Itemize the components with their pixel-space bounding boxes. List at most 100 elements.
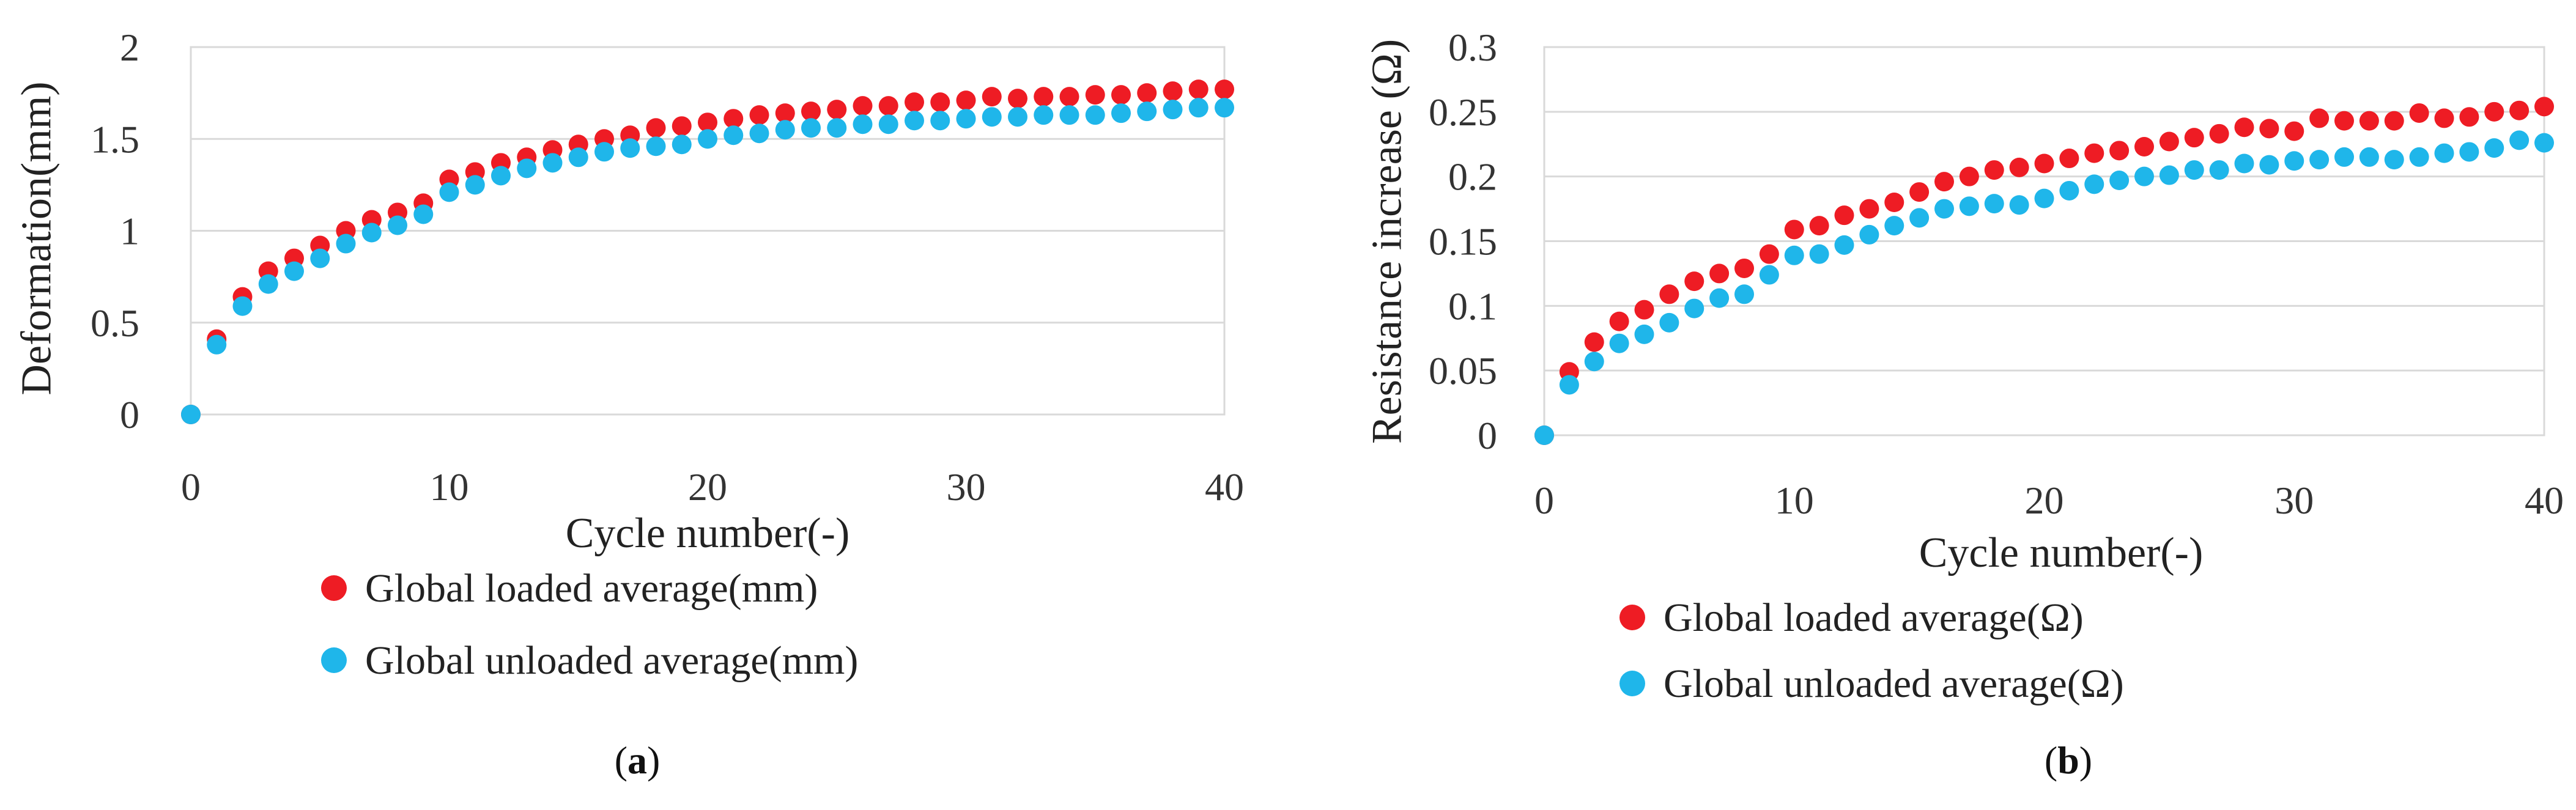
loaded-data-point bbox=[2284, 121, 2304, 141]
loaded-data-point bbox=[2084, 143, 2104, 163]
legend-marker bbox=[1619, 671, 1645, 696]
y-axis-title: Resistance increase (Ω) bbox=[1364, 39, 1411, 444]
loaded-data-point bbox=[1634, 300, 1654, 320]
legend-entry-label: Global unloaded average(mm) bbox=[365, 638, 858, 683]
unloaded-data-point bbox=[568, 147, 588, 168]
unloaded-data-point bbox=[1909, 208, 1930, 228]
unloaded-data-point bbox=[465, 175, 485, 195]
unloaded-data-point bbox=[388, 215, 407, 235]
y-tick-label: 0.15 bbox=[1429, 220, 1497, 263]
loaded-data-point bbox=[2359, 111, 2379, 131]
unloaded-data-point bbox=[878, 114, 898, 134]
x-tick-label: 0 bbox=[1534, 479, 1554, 522]
unloaded-data-point bbox=[775, 120, 795, 140]
unloaded-data-point bbox=[2409, 147, 2429, 167]
loaded-data-point bbox=[775, 103, 795, 123]
loaded-data-point bbox=[2009, 157, 2029, 177]
panel-label: (a) bbox=[615, 738, 661, 782]
unloaded-data-point bbox=[2059, 180, 2079, 201]
unloaded-data-point bbox=[2209, 160, 2229, 180]
unloaded-data-point bbox=[361, 223, 382, 243]
unloaded-data-point bbox=[2459, 142, 2479, 162]
unloaded-data-point bbox=[982, 107, 1002, 127]
loaded-data-point bbox=[672, 116, 692, 136]
loaded-data-point bbox=[1784, 219, 1804, 240]
unloaded-data-point bbox=[439, 182, 459, 202]
unloaded-data-point bbox=[284, 261, 304, 281]
loaded-data-point bbox=[2159, 131, 2179, 152]
loaded-data-point bbox=[1859, 199, 1879, 219]
unloaded-data-point bbox=[1188, 98, 1208, 118]
unloaded-data-point bbox=[1111, 103, 1131, 123]
unloaded-data-point bbox=[1759, 265, 1779, 285]
unloaded-data-point bbox=[1008, 107, 1027, 127]
unloaded-data-point bbox=[2009, 195, 2029, 215]
loaded-data-point bbox=[801, 101, 821, 122]
unloaded-data-point bbox=[258, 274, 278, 294]
loaded-data-point bbox=[982, 87, 1002, 107]
loaded-data-point bbox=[1834, 205, 1854, 226]
loaded-data-point bbox=[646, 118, 666, 138]
loaded-data-point bbox=[1584, 332, 1604, 352]
unloaded-data-point bbox=[1684, 298, 1704, 318]
loaded-data-point bbox=[853, 96, 873, 116]
x-tick-label: 30 bbox=[2274, 479, 2314, 522]
unloaded-data-point bbox=[2034, 188, 2054, 208]
loaded-data-point bbox=[2134, 136, 2154, 156]
x-tick-label: 20 bbox=[688, 465, 727, 509]
unloaded-data-point bbox=[1959, 196, 1979, 216]
y-tick-label: 0.1 bbox=[1448, 284, 1497, 328]
y-tick-label: 0.05 bbox=[1429, 349, 1497, 392]
unloaded-data-point bbox=[1559, 375, 1579, 395]
unloaded-data-point bbox=[1809, 244, 1829, 264]
unloaded-data-point bbox=[2259, 155, 2279, 175]
loaded-data-point bbox=[1984, 160, 2004, 180]
unloaded-data-point bbox=[1984, 194, 2004, 214]
loaded-data-point bbox=[1734, 258, 1754, 278]
unloaded-data-point bbox=[1634, 324, 1654, 344]
unloaded-data-point bbox=[310, 248, 330, 268]
y-tick-label: 0.3 bbox=[1448, 26, 1497, 69]
unloaded-data-point bbox=[1034, 105, 1054, 125]
unloaded-data-point bbox=[2484, 138, 2504, 158]
loaded-data-point bbox=[2509, 100, 2530, 120]
loaded-data-point bbox=[1034, 87, 1054, 107]
unloaded-data-point bbox=[413, 204, 434, 224]
x-tick-label: 30 bbox=[947, 465, 986, 509]
loaded-data-point bbox=[2034, 153, 2054, 174]
unloaded-data-point bbox=[232, 296, 253, 316]
unloaded-data-point bbox=[1584, 352, 1604, 372]
unloaded-data-point bbox=[1859, 224, 1879, 245]
unloaded-data-point bbox=[1137, 101, 1157, 122]
unloaded-data-point bbox=[1534, 425, 1554, 445]
loaded-data-point bbox=[1008, 89, 1027, 109]
unloaded-data-point bbox=[1784, 245, 1804, 265]
loaded-data-point bbox=[2334, 111, 2354, 131]
legend-marker bbox=[1619, 605, 1645, 630]
unloaded-data-point bbox=[336, 234, 356, 254]
unloaded-data-point bbox=[207, 334, 227, 355]
loaded-data-point bbox=[1959, 166, 1979, 186]
unloaded-data-point bbox=[517, 158, 537, 179]
loaded-data-point bbox=[1059, 87, 1079, 107]
unloaded-data-point bbox=[905, 111, 924, 131]
unloaded-data-point bbox=[1834, 235, 1854, 255]
unloaded-data-point bbox=[2234, 153, 2254, 174]
unloaded-data-point bbox=[956, 109, 976, 129]
unloaded-data-point bbox=[1085, 105, 1105, 125]
unloaded-data-point bbox=[2434, 143, 2454, 163]
unloaded-data-point bbox=[2309, 150, 2330, 170]
unloaded-data-point bbox=[2134, 166, 2154, 186]
unloaded-data-point bbox=[672, 134, 692, 155]
legend-entry-label: Global loaded average(mm) bbox=[365, 566, 818, 611]
unloaded-data-point bbox=[181, 405, 201, 424]
chart-panel-b: 0 0.05 0.1 0.15 0.2 0.25 0.3 0 10 20 30 40 Resistanc… bbox=[1364, 26, 2564, 782]
loaded-data-point bbox=[724, 109, 744, 129]
loaded-data-point bbox=[2309, 108, 2330, 128]
loaded-data-point bbox=[1909, 182, 1930, 202]
unloaded-data-point bbox=[491, 166, 511, 186]
unloaded-data-point bbox=[1059, 105, 1079, 125]
x-tick-label: 40 bbox=[1205, 465, 1244, 509]
